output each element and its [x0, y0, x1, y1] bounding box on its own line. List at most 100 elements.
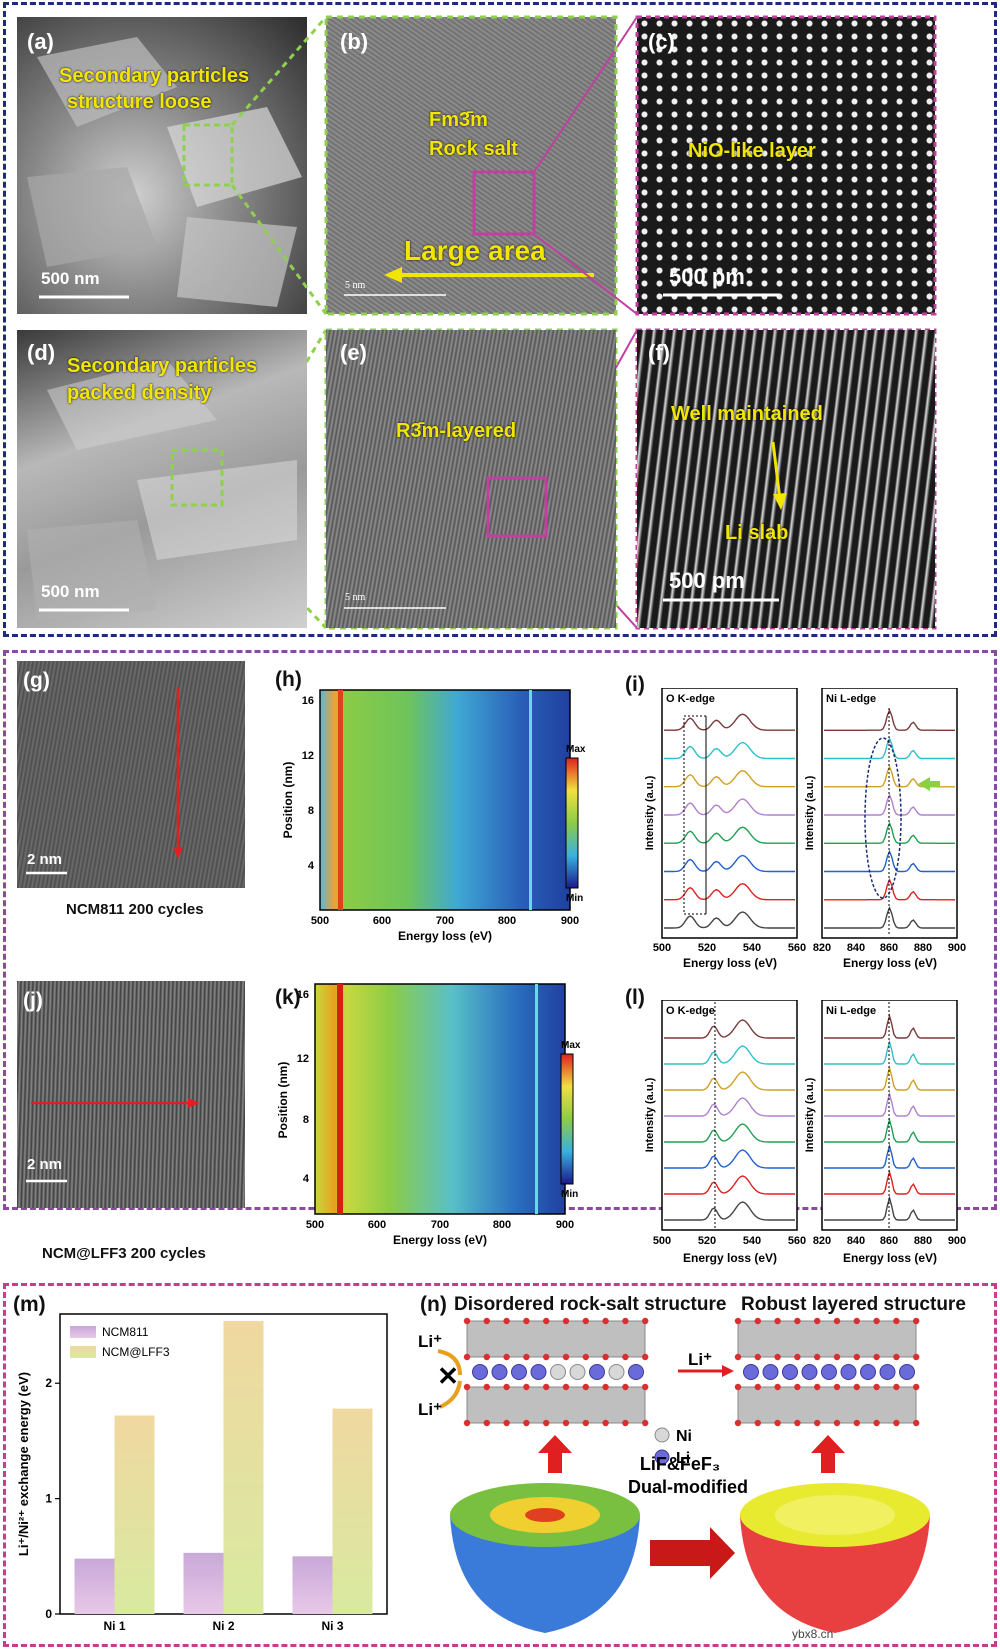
- panel-l-spectra: O K-edge Ni L-edge 500 520 540 560 820 8…: [644, 1000, 966, 1265]
- oxygen-atom-1-9: [642, 1353, 649, 1361]
- panel-n-right-lattice: [734, 1317, 920, 1427]
- panel-h-ytick-1: 8: [308, 805, 314, 817]
- oxygen-atom-7-3: [794, 1419, 801, 1427]
- oxygen-atom-2-2: [503, 1383, 510, 1391]
- panel-h-label: (h): [275, 668, 302, 691]
- panel-d-text-line1: Secondary particles: [67, 355, 258, 377]
- panel-n-mod-line2: Dual-modified: [628, 1477, 748, 1497]
- panel-m-legend-swatch-ncm-lff3: [70, 1346, 96, 1358]
- panel-b-text-line2: Rock salt: [429, 138, 518, 160]
- panel-m-bar-chart: 0 1 2 Ni 1 Ni 2 Ni 3 NCM811 NCM@LFF3 Li⁺/Ni²…: [16, 1313, 388, 1633]
- oxygen-atom-1-5: [562, 1353, 570, 1361]
- oxygen-atom-0-8: [622, 1317, 629, 1325]
- panel-m-bars: [74, 1320, 373, 1614]
- panel-k-xtick-2: 700: [431, 1219, 449, 1231]
- oxygen-atom-5-0: [734, 1353, 742, 1361]
- oxygen-atom-4-5: [833, 1317, 841, 1325]
- oxygen-atom-1-6: [582, 1353, 589, 1361]
- panel-i-o-tick-1: 520: [698, 942, 716, 954]
- oxygen-atom-0-0: [463, 1317, 471, 1325]
- panel-m-legend-ncm-lff3: NCM@LFF3: [102, 1345, 170, 1359]
- oxygen-atom-7-1: [754, 1419, 761, 1427]
- oxygen-atom-6-8: [893, 1383, 900, 1391]
- panel-a-sem-image: (a) Secondary particles structure loose …: [17, 17, 307, 314]
- panel-i-ni-title: Ni L-edge: [826, 693, 876, 705]
- panel-f-haadf-image: (f) Well maintained Li slab 500 pm: [637, 330, 935, 628]
- panel-k-ytick-0: 4: [303, 1173, 310, 1185]
- panel-h-xtick-2: 700: [436, 915, 454, 927]
- oxygen-atom-2-7: [602, 1383, 609, 1391]
- oxygen-atom-7-2: [774, 1419, 781, 1427]
- bar-ncm-lff3-2: [223, 1320, 264, 1614]
- panel-h-xlabel: Energy loss (eV): [398, 929, 492, 943]
- panel-i-ni-spectrum-4: [824, 821, 955, 844]
- panel-g-label: (g): [23, 669, 50, 692]
- panel-e-text: R3̄m-layered: [396, 420, 517, 442]
- panel-i-o-xlabel: Energy loss (eV): [683, 956, 777, 970]
- bar-ncm-lff3-3: [332, 1408, 373, 1614]
- panel-i-ni-spectrum-3: [824, 849, 955, 873]
- bar-ncm-lff3-1: [114, 1415, 155, 1614]
- panel-i-ni-tick-1: 840: [847, 942, 865, 954]
- panel-k-xtick-3: 800: [493, 1219, 511, 1231]
- panel-i-o-spectrum-3: [664, 854, 795, 873]
- panel-n-watermark: ybx8.cn: [792, 1627, 833, 1641]
- panel-g-overlay: [26, 687, 183, 875]
- panel-k-ni-band: [535, 984, 538, 1214]
- oxygen-atom-5-3: [794, 1353, 801, 1361]
- panel-d-sem-image: (d) Secondary particles packed density 5…: [17, 330, 307, 628]
- oxygen-atom-6-2: [774, 1383, 781, 1391]
- panel-h-xtick-3: 800: [498, 915, 516, 927]
- oxygen-atom-6-9: [913, 1383, 920, 1391]
- oxygen-atom-2-1: [483, 1383, 490, 1391]
- panel-m-ylabel: Li⁺/Ni²⁺ exchange energy (eV): [16, 1372, 31, 1556]
- panel-j-label: (j): [23, 989, 43, 1012]
- oxygen-atom-1-2: [503, 1353, 510, 1361]
- bar-ncm811-3: [292, 1556, 333, 1614]
- oxygen-atom-4-2: [774, 1317, 781, 1325]
- panel-k-xtick-4: 900: [556, 1219, 574, 1231]
- panel-g-scale: 2 nm: [27, 851, 63, 868]
- panel-k-xtick-1: 600: [368, 1219, 386, 1231]
- panel-h-ylabel: Position (nm): [281, 762, 295, 839]
- oxygen-atom-5-8: [893, 1353, 900, 1361]
- panel-i-o-spectrum-5: [664, 798, 795, 816]
- oxygen-atom-2-5: [562, 1383, 570, 1391]
- panel-n-legend-ni-dot: [654, 1427, 670, 1443]
- panel-n-up-arrow-right: [811, 1435, 845, 1473]
- panel-i-ni-spectrum-2: [824, 877, 955, 901]
- oxygen-atom-7-6: [853, 1419, 860, 1427]
- oxygen-atom-5-5: [833, 1353, 841, 1361]
- panel-k-ytick-2: 12: [297, 1053, 309, 1065]
- panel-h-map-area: [319, 689, 571, 911]
- oxygen-atom-0-2: [503, 1317, 510, 1325]
- oxygen-atom-5-9: [913, 1353, 920, 1361]
- panel-h-ytick-3: 16: [302, 695, 314, 707]
- panel-l-o-xlabel: Energy loss (eV): [683, 1251, 777, 1265]
- panel-c-scale: 500 pm: [669, 264, 745, 289]
- oxygen-atom-6-5: [833, 1383, 841, 1391]
- oxygen-atom-1-8: [622, 1353, 629, 1361]
- panel-b-scale: 5 nm: [345, 280, 366, 291]
- panel-n-li-out: Li⁺: [418, 1400, 442, 1419]
- panel-d-scale: 500 nm: [41, 582, 100, 601]
- panel-h-xtick-0: 500: [311, 915, 329, 927]
- panel-i-o-tick-0: 500: [653, 942, 671, 954]
- panel-f-overlay: [663, 441, 787, 602]
- panel-i-o-title: O K-edge: [666, 693, 715, 705]
- panel-i-ni-spectrum-5: [824, 793, 955, 816]
- panel-m-label: (m): [13, 1293, 46, 1316]
- panel-l-o-tick-2: 540: [743, 1235, 761, 1247]
- oxygen-atom-4-8: [893, 1317, 900, 1325]
- oxygen-atom-4-3: [794, 1317, 801, 1325]
- panel-n-x-mark: ✕: [437, 1361, 459, 1391]
- x-tick-label-1: Ni 1: [103, 1619, 125, 1633]
- right-lattice-atom-8: [879, 1364, 896, 1380]
- panel-h-ytick-0: 4: [308, 860, 315, 872]
- panel-i-o-spectrum-8: [664, 713, 795, 731]
- panel-h-xtick-1: 600: [373, 915, 391, 927]
- oxygen-atom-1-4: [543, 1353, 550, 1361]
- panel-f-label: (f): [648, 340, 670, 365]
- panel-n-left-lattice: [463, 1317, 649, 1427]
- oxygen-atom-3-1: [483, 1419, 490, 1427]
